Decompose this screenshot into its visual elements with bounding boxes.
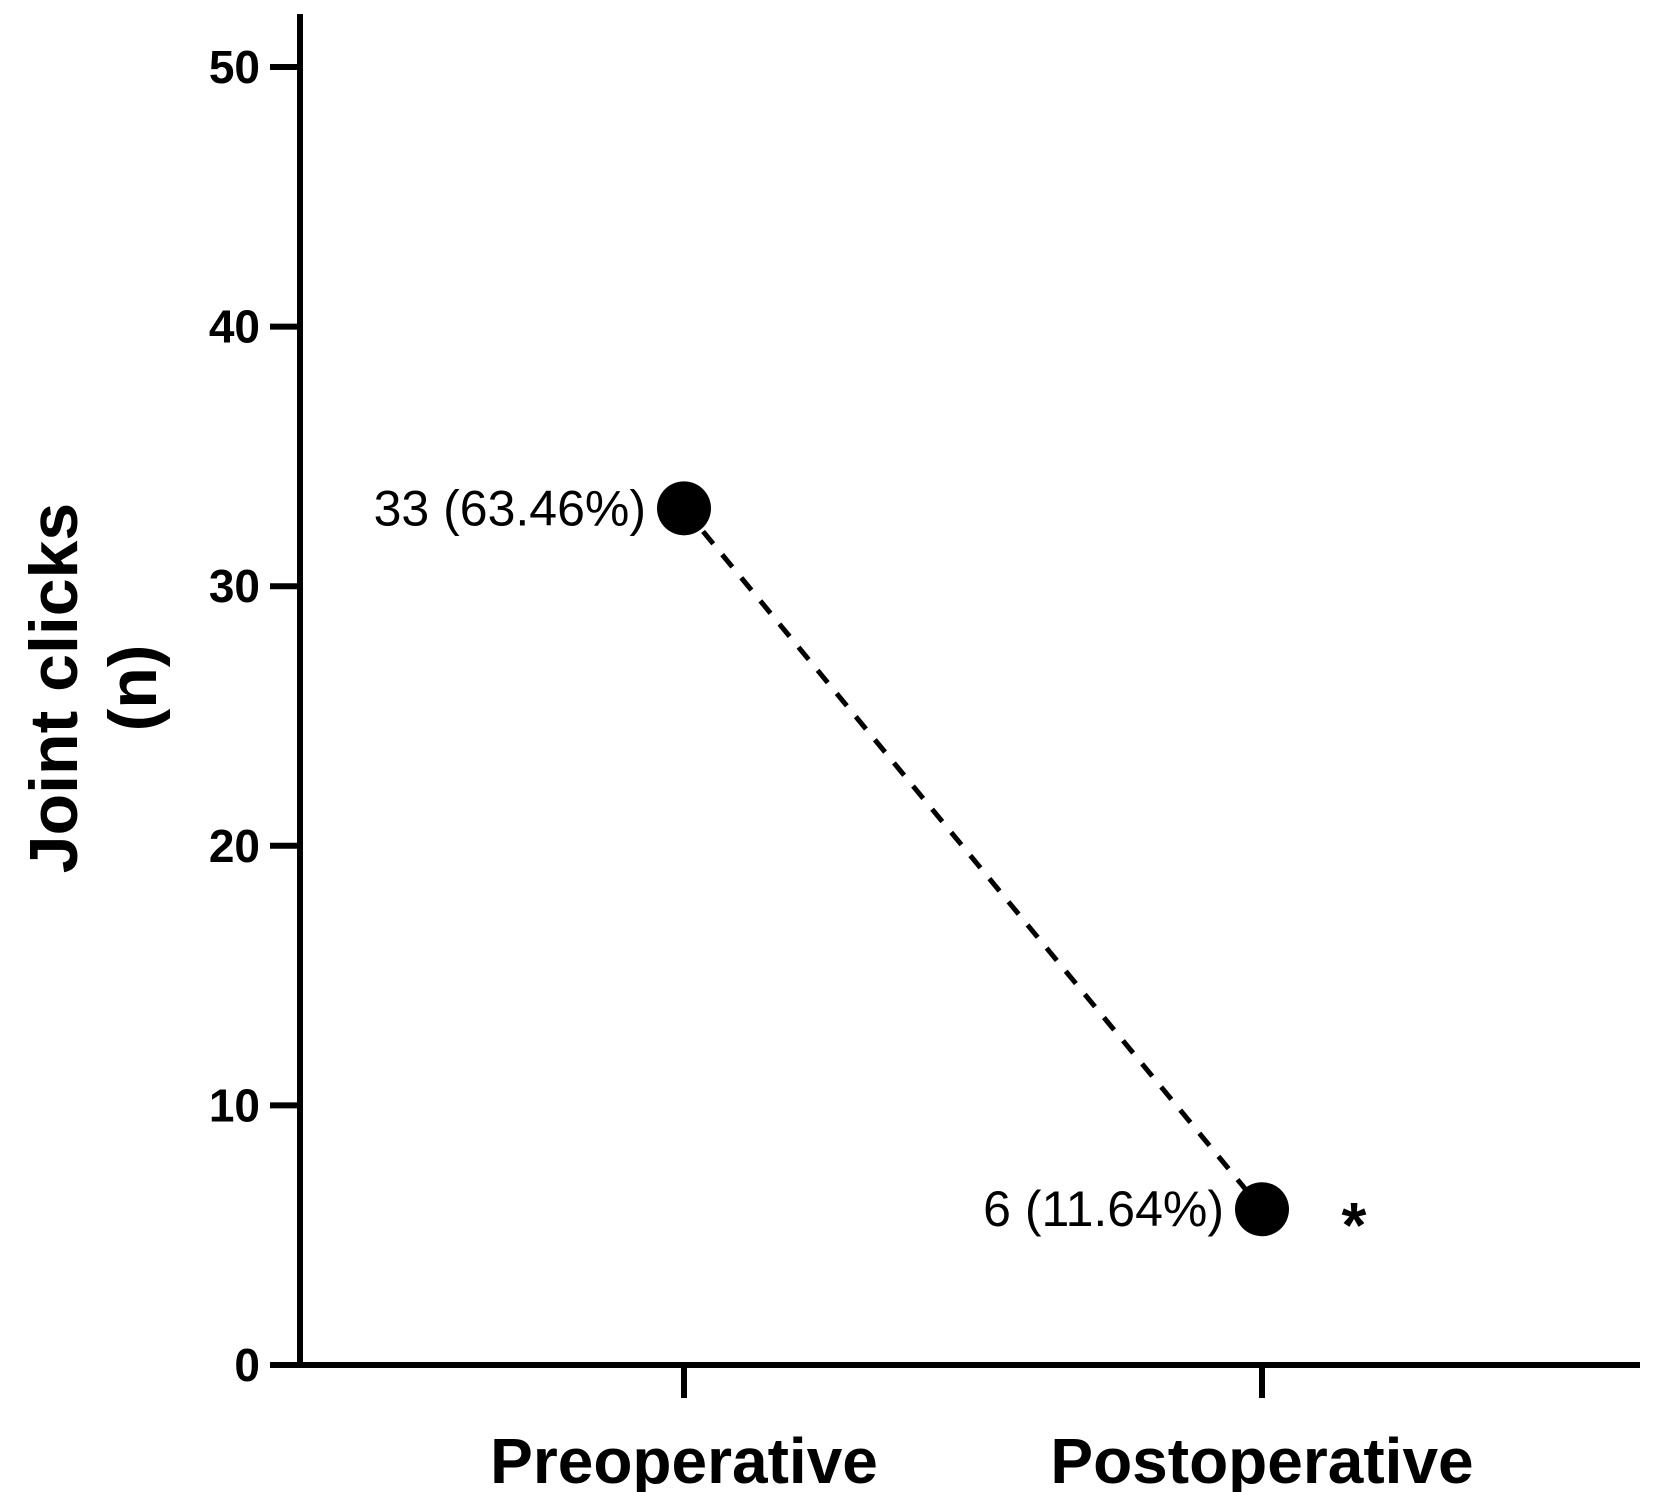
y-tick-label: 10 bbox=[209, 1079, 260, 1131]
y-tick-label: 40 bbox=[209, 301, 260, 353]
series-connector-line bbox=[682, 506, 1264, 1211]
y-tick-label: 0 bbox=[234, 1339, 260, 1391]
y-tick-label: 20 bbox=[209, 820, 260, 872]
y-axis-title-line-1: Joint clicks bbox=[16, 503, 92, 873]
x-category-label: Preoperative bbox=[490, 1425, 878, 1492]
data-point bbox=[1235, 1182, 1289, 1237]
significance-marker: * bbox=[1342, 1189, 1367, 1261]
data-point bbox=[657, 481, 711, 536]
y-axis-title: Joint clicks (n) bbox=[16, 503, 171, 873]
plot-area: 33 (63.46%) 6 (11.64%) * bbox=[374, 480, 1367, 1261]
data-point-label: 33 (63.46%) bbox=[374, 480, 646, 536]
y-tick-label: 30 bbox=[209, 560, 260, 612]
y-tick-label: 50 bbox=[209, 41, 260, 93]
y-axis-title-line-2: (n) bbox=[95, 645, 171, 732]
data-point-label: 6 (11.64%) bbox=[983, 1181, 1224, 1237]
x-axis: Preoperative Postoperative bbox=[297, 1362, 1640, 1492]
x-category-label: Postoperative bbox=[1050, 1425, 1473, 1492]
y-axis: 0 10 20 30 40 50 bbox=[209, 14, 303, 1391]
